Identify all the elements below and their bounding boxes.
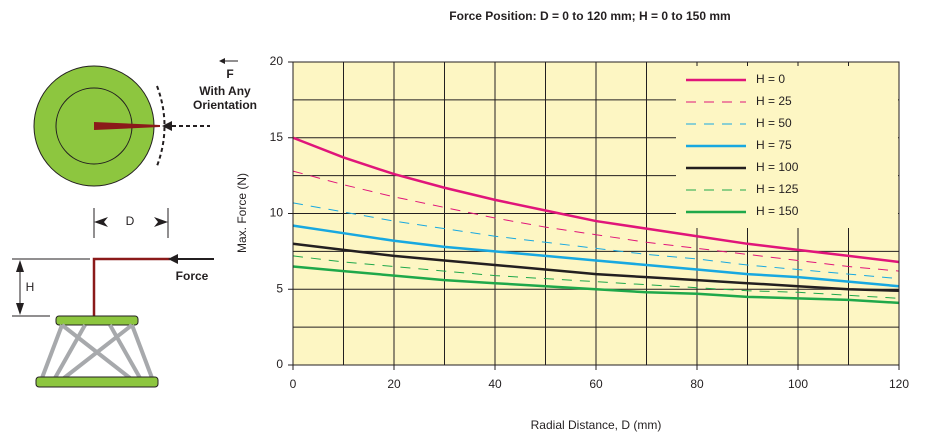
legend-label: H = 125 [756,182,799,196]
base-plate [35,376,159,388]
force-letter: F [226,67,233,81]
series-line [292,136,900,264]
orientation-arc [156,85,166,167]
orientation-text: With Any [199,84,251,98]
x-axis-label: Radial Distance, D (mm) [531,418,662,432]
d-label: D [126,214,135,228]
x-tick-label: 40 [488,377,502,391]
h-arrow [16,303,24,315]
legend-label: H = 100 [756,160,799,174]
orientation-text: Orientation [193,98,257,112]
series-line [292,202,900,280]
h-arrow [16,260,24,272]
y-tick-label: 15 [270,130,284,144]
f-arrow-head [219,58,225,64]
force-arm-side [92,257,170,316]
d-arrow [154,217,168,227]
chart-title: Force Position: D = 0 to 120 mm; H = 0 t… [449,9,730,23]
y-tick-label: 10 [270,206,284,220]
x-tick-label: 100 [788,377,808,391]
force-arrow [168,254,178,264]
legend-label: H = 75 [756,138,792,152]
plot-frame [292,61,900,366]
legend-label: H = 50 [756,116,792,130]
legend-label: H = 0 [756,72,785,86]
y-tick-label: 20 [270,54,284,68]
y-tick-label: 5 [276,281,283,295]
y-tick-label: 0 [276,357,283,371]
d-arrow [94,217,108,227]
legs [40,323,154,380]
series-line [292,255,900,299]
x-tick-label: 0 [290,377,297,391]
legend-label: H = 25 [756,94,792,108]
series-line [292,170,900,272]
x-tick-label: 80 [690,377,704,391]
legend-label: H = 150 [756,204,799,218]
x-tick-label: 20 [387,377,401,391]
series-line [292,224,900,288]
series-line [292,265,900,305]
force-arm [94,122,160,130]
h-label: H [26,280,35,294]
force-label: Force [176,269,209,283]
top-plate [55,315,139,326]
x-tick-label: 120 [889,377,909,391]
arrow-head [162,121,172,131]
diagram: F With Any Orientation D Force H [12,58,257,388]
x-tick-label: 60 [589,377,603,391]
y-axis-label: Max. Force (N) [235,173,249,253]
series-line [292,242,900,293]
